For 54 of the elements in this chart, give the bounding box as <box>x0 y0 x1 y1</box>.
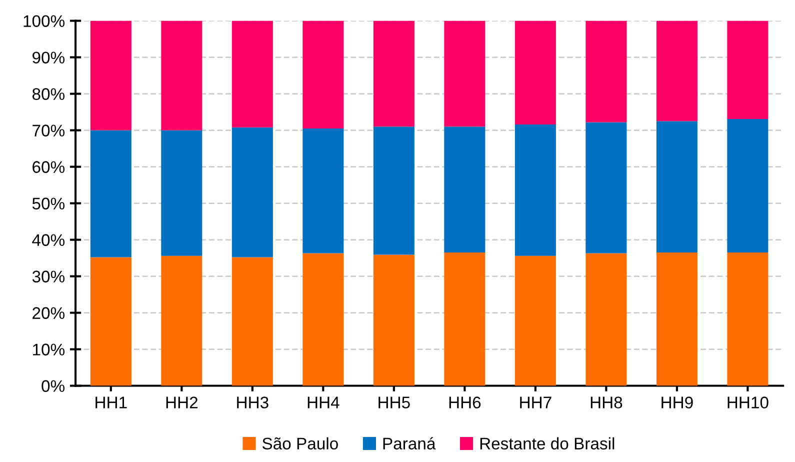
x-tick-label: HH7 <box>520 396 552 408</box>
bar <box>232 20 273 128</box>
legend-label: Paraná <box>383 437 436 450</box>
x-tick-label: HH3 <box>237 396 268 408</box>
bar <box>302 128 344 254</box>
y-tick-label: 90% <box>32 52 65 64</box>
bar <box>232 127 273 258</box>
bar <box>161 256 202 386</box>
bar <box>161 130 202 256</box>
y-tick-label: 30% <box>32 270 65 282</box>
bar <box>444 252 486 386</box>
y-tick-label: 10% <box>33 344 65 356</box>
y-tick-label: 20% <box>32 307 65 319</box>
y-tick-label: 0% <box>42 380 65 392</box>
y-tick-label: 80% <box>32 88 65 100</box>
bar <box>444 126 486 253</box>
bar <box>373 20 414 127</box>
bar <box>90 20 132 130</box>
bar <box>302 253 344 386</box>
y-tick-label: 60% <box>32 161 65 173</box>
x-tick-label: HH2 <box>166 396 198 408</box>
bar <box>90 257 132 386</box>
x-tick-label: HH9 <box>662 396 693 408</box>
bar <box>232 257 273 386</box>
bar <box>727 20 768 119</box>
legend-label: São Paulo <box>262 437 338 450</box>
bar <box>444 20 486 127</box>
bar <box>727 252 768 386</box>
bar <box>656 121 698 253</box>
y-tick-label: 40% <box>32 234 65 246</box>
x-tick-label: HH10 <box>728 396 768 408</box>
x-tick-label: HH4 <box>308 396 340 408</box>
x-tick-label: HH5 <box>378 396 410 408</box>
bar <box>514 20 556 124</box>
bar <box>373 254 414 386</box>
x-tick-label: HH1 <box>96 396 127 408</box>
legend-label: Restante do Brasil <box>480 437 614 450</box>
bar <box>514 124 556 256</box>
bar <box>161 20 202 130</box>
y-tick-label: 100% <box>24 15 65 27</box>
x-tick-label: HH6 <box>449 396 481 408</box>
bar <box>586 253 627 386</box>
bar <box>586 122 627 254</box>
bar <box>302 20 344 128</box>
y-tick-label: 70% <box>32 124 65 136</box>
bar <box>514 256 556 386</box>
bar <box>90 130 132 258</box>
bar <box>656 20 698 122</box>
bar <box>656 252 698 386</box>
bar <box>727 118 768 253</box>
x-tick-label: HH8 <box>590 396 622 408</box>
y-tick-label: 50% <box>32 198 65 210</box>
bar <box>586 20 627 122</box>
bar <box>373 126 414 255</box>
